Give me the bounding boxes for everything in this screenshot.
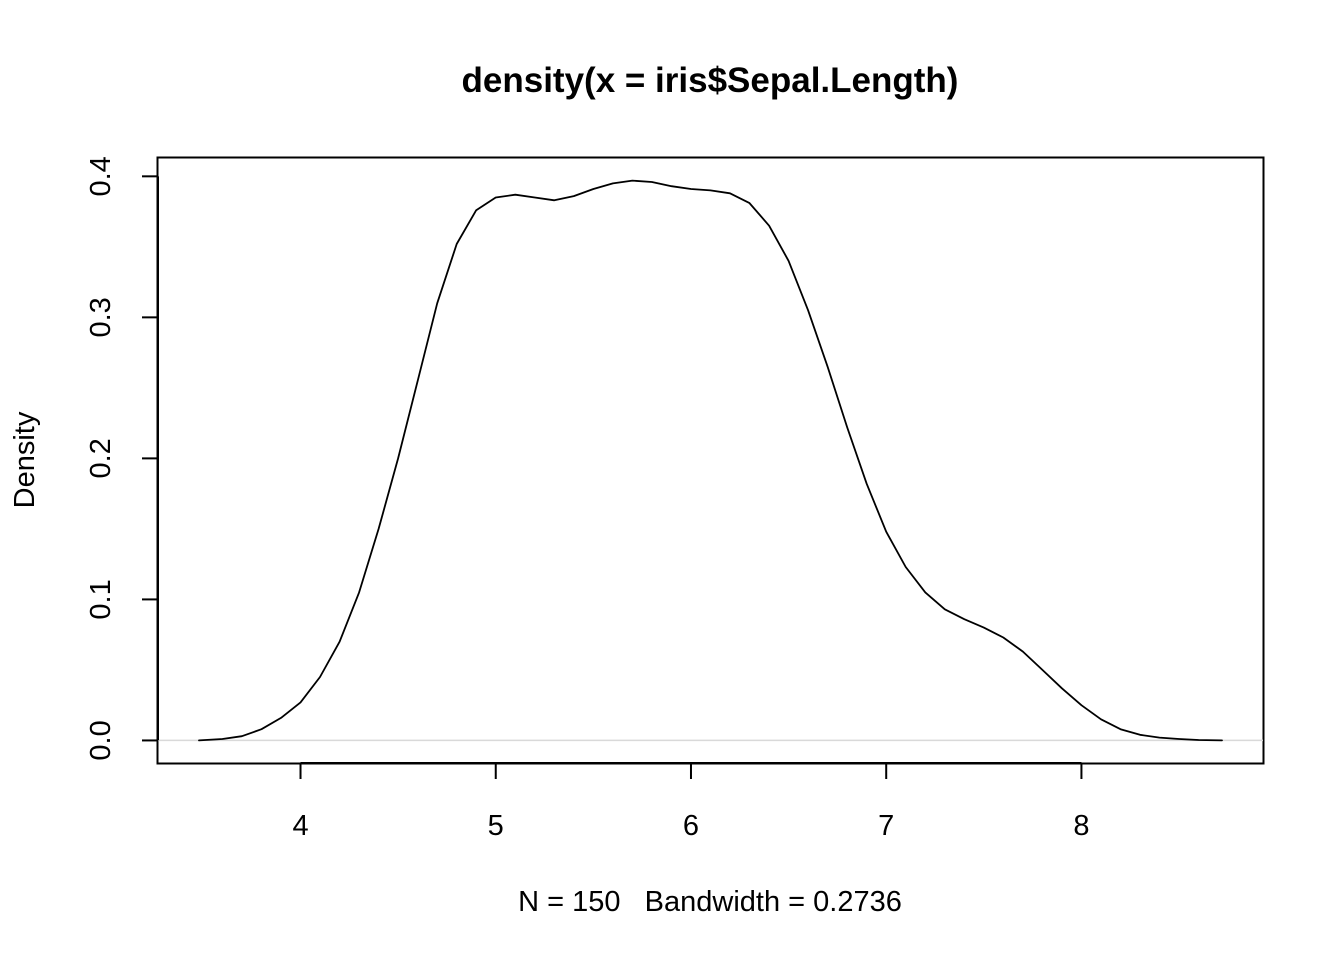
density-curve [198, 179, 1223, 742]
y-tick-label: 0.0 [85, 720, 117, 760]
x-tick-label: 4 [292, 810, 308, 842]
x-tick-label: 5 [488, 810, 504, 842]
x-axis-label: N = 150 Bandwidth = 0.2736 [518, 886, 902, 918]
y-tick-label: 0.1 [85, 579, 117, 619]
x-tick-label: 6 [683, 810, 699, 842]
x-axis: 4 5 6 7 8 [292, 762, 1090, 842]
x-tick-label: 8 [1073, 810, 1089, 842]
y-axis-label: Density [9, 411, 41, 508]
y-tick-label: 0.3 [85, 297, 117, 337]
chart-title: density(x = iris$Sepal.Length) [462, 61, 959, 100]
y-tick-label: 0.4 [85, 156, 117, 196]
x-tick-label: 7 [878, 810, 894, 842]
y-tick-label: 0.2 [85, 438, 117, 478]
y-axis: 0.0 0.1 0.2 0.3 0.4 [85, 156, 159, 761]
